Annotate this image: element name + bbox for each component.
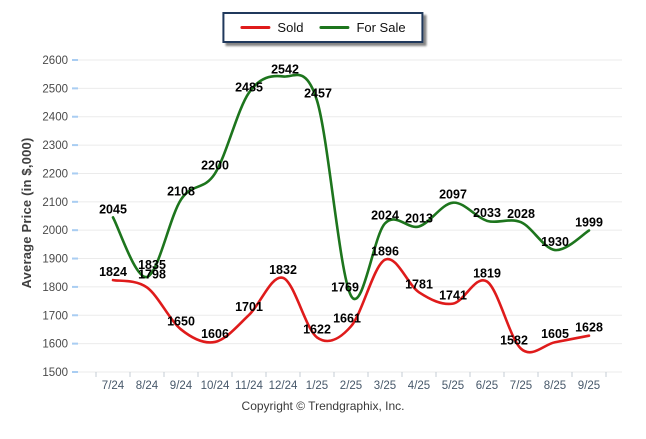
data-label: 1999 xyxy=(575,215,603,229)
data-label: 1798 xyxy=(138,267,166,281)
data-label: 1930 xyxy=(541,235,569,249)
data-label: 1781 xyxy=(405,277,433,291)
data-label: 1741 xyxy=(439,289,467,303)
sold-line-swatch xyxy=(240,26,271,29)
y-tick-label: 1700 xyxy=(42,310,68,322)
x-tick-label: 10/24 xyxy=(201,380,230,392)
legend-label-for-sale: For Sale xyxy=(356,20,406,35)
x-tick-label: 5/25 xyxy=(442,380,464,392)
x-tick-label: 8/25 xyxy=(544,380,566,392)
data-label: 1606 xyxy=(201,327,229,341)
data-label: 1835 xyxy=(138,258,166,272)
y-tick-label: 2300 xyxy=(42,140,68,152)
x-tick-label: 2/25 xyxy=(340,380,362,392)
x-tick-label: 7/25 xyxy=(510,380,532,392)
y-tick-label: 1800 xyxy=(42,282,68,294)
data-label: 2457 xyxy=(304,87,332,101)
y-tick-label: 2400 xyxy=(42,112,68,124)
data-label: 1701 xyxy=(235,300,263,314)
data-label: 1650 xyxy=(167,314,195,328)
legend-label-sold: Sold xyxy=(277,20,304,35)
copyright-text: Copyright © Trendgraphix, Inc. xyxy=(241,399,405,413)
legend-item-for-sale: For Sale xyxy=(319,20,406,35)
data-label: 1769 xyxy=(331,281,359,295)
x-tick-label: 6/25 xyxy=(476,380,498,392)
x-tick-label: 8/24 xyxy=(136,380,159,392)
y-axis-title: Average Price (in $,000) xyxy=(19,137,34,289)
data-label: 2033 xyxy=(473,206,501,220)
x-tick-label: 4/25 xyxy=(408,380,430,392)
data-label: 1622 xyxy=(303,322,331,336)
data-label: 1824 xyxy=(99,265,127,279)
x-tick-label: 9/25 xyxy=(578,380,600,392)
data-label: 1628 xyxy=(575,321,603,335)
series-line-for-sale xyxy=(111,73,591,301)
data-label: 1582 xyxy=(500,334,528,348)
data-label: 2028 xyxy=(507,207,535,221)
y-tick-label: 1500 xyxy=(42,367,68,379)
x-tick-label: 12/24 xyxy=(269,380,298,392)
x-tick-label: 1/25 xyxy=(306,380,328,392)
y-tick-label: 2000 xyxy=(42,225,68,237)
x-tick-label: 7/24 xyxy=(102,380,125,392)
data-label: 2013 xyxy=(405,211,433,225)
y-tick-label: 2600 xyxy=(42,55,68,67)
series-line-sold xyxy=(111,257,591,354)
for-sale-line-swatch xyxy=(319,26,350,29)
data-label: 2045 xyxy=(99,202,127,216)
legend-item-sold: Sold xyxy=(240,21,303,34)
data-label: 1819 xyxy=(473,267,501,281)
data-label: 1832 xyxy=(269,263,297,277)
x-tick-label: 3/25 xyxy=(374,380,396,392)
data-label: 2542 xyxy=(271,62,299,76)
y-tick-label: 1900 xyxy=(42,254,68,266)
y-tick-label: 2500 xyxy=(42,83,68,95)
data-label: 1605 xyxy=(541,327,569,341)
data-label: 2097 xyxy=(439,188,467,202)
data-label: 1661 xyxy=(333,311,361,325)
data-label: 2108 xyxy=(167,185,195,199)
legend: Sold For Sale xyxy=(222,12,424,43)
x-tick-label: 11/24 xyxy=(235,380,264,392)
data-label: 1896 xyxy=(371,245,399,259)
y-tick-label: 1600 xyxy=(42,339,68,351)
data-label: 2024 xyxy=(371,208,399,222)
y-tick-label: 2200 xyxy=(42,168,68,180)
y-tick-label: 2100 xyxy=(42,197,68,209)
data-label: 2200 xyxy=(201,158,229,172)
data-label: 2485 xyxy=(235,81,263,95)
x-tick-label: 9/24 xyxy=(170,380,193,392)
